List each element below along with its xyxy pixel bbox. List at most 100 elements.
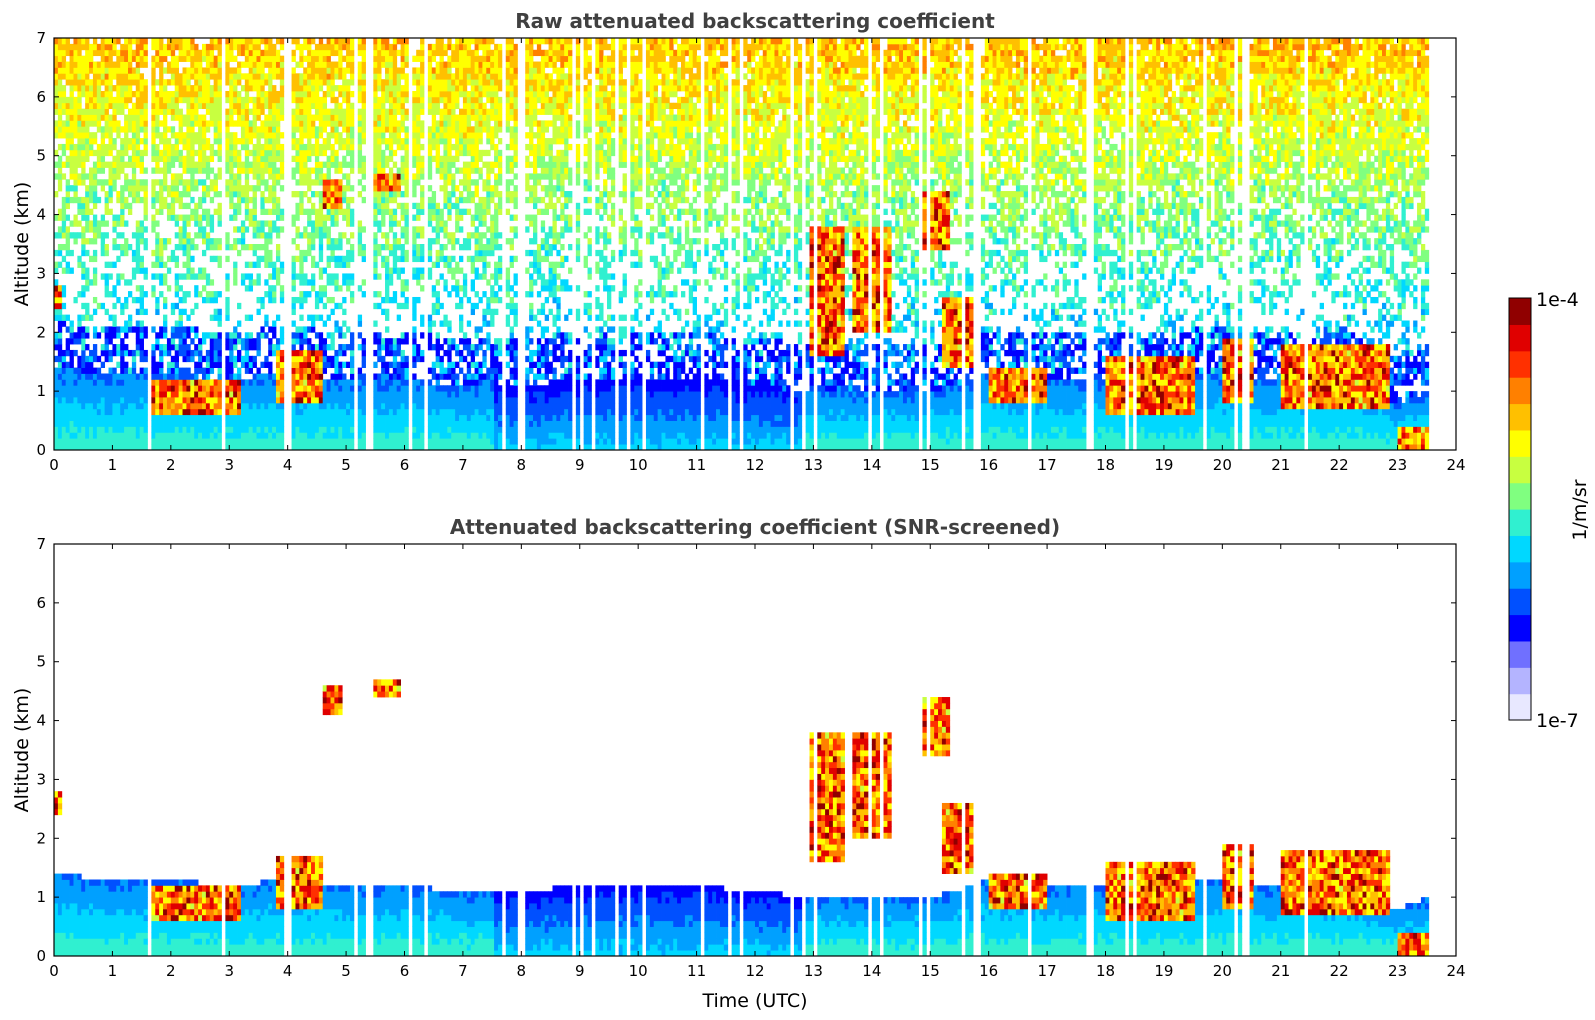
heatmap-cell xyxy=(127,444,133,450)
heatmap-cell xyxy=(194,179,199,186)
heatmap-cell xyxy=(381,132,386,139)
heatmap-cell xyxy=(307,132,312,139)
heatmap-cell xyxy=(396,414,401,421)
heatmap-cell xyxy=(392,161,398,168)
heatmap-cell xyxy=(143,332,148,339)
heatmap-cell xyxy=(61,108,67,115)
heatmap-cell xyxy=(439,67,444,74)
heatmap-cell xyxy=(268,79,273,86)
heatmap-cell xyxy=(322,149,328,157)
heatmap-cell xyxy=(131,132,137,139)
heatmap-cell xyxy=(85,373,90,380)
heatmap-cell xyxy=(295,214,300,221)
heatmap-cell xyxy=(314,314,320,321)
heatmap-cell xyxy=(334,138,339,145)
heatmap-cell xyxy=(229,244,234,251)
heatmap-cell xyxy=(272,326,277,333)
heatmap-cell xyxy=(159,102,164,110)
heatmap-cell xyxy=(139,326,144,333)
heatmap-cell xyxy=(139,444,144,450)
heatmap-cell xyxy=(295,373,300,380)
heatmap-cell xyxy=(307,238,312,245)
heatmap-cell xyxy=(334,355,339,363)
heatmap-cell xyxy=(303,332,308,339)
heatmap-cell xyxy=(186,55,191,62)
heatmap-cell xyxy=(388,226,394,233)
heatmap-cell xyxy=(268,361,273,368)
heatmap-cell xyxy=(322,96,328,104)
heatmap-cell xyxy=(334,414,339,421)
heatmap-cell xyxy=(225,273,230,280)
heatmap-cell xyxy=(65,196,70,204)
heatmap-cell xyxy=(268,55,273,62)
heatmap-cell xyxy=(330,391,335,398)
heatmap-cell xyxy=(377,438,382,445)
heatmap-cell xyxy=(209,338,215,345)
heatmap-cell xyxy=(120,43,125,51)
heatmap-cell xyxy=(209,143,215,151)
heatmap-cell xyxy=(455,291,460,298)
heatmap-cell xyxy=(260,408,265,416)
heatmap-cell xyxy=(194,73,199,80)
heatmap-cell xyxy=(108,143,113,151)
heatmap-cell xyxy=(112,426,117,433)
heatmap-cell xyxy=(190,391,195,398)
heatmap-cell xyxy=(392,426,398,433)
heatmap-cell xyxy=(69,143,74,151)
heatmap-cell xyxy=(112,185,117,192)
heatmap-cell xyxy=(416,397,421,404)
heatmap-cell xyxy=(225,138,230,145)
heatmap-cell xyxy=(170,373,176,380)
heatmap-cell xyxy=(388,96,394,104)
heatmap-cell xyxy=(412,344,417,351)
heatmap-cell xyxy=(139,426,144,433)
heatmap-cell xyxy=(279,132,285,139)
heatmap-cell xyxy=(217,73,222,80)
heatmap-cell xyxy=(342,38,347,45)
heatmap-cell xyxy=(447,408,452,416)
heatmap-cell xyxy=(100,167,106,174)
heatmap-cell xyxy=(229,361,234,368)
heatmap-cell xyxy=(400,355,405,363)
heatmap-cell xyxy=(268,61,273,68)
heatmap-cell xyxy=(291,296,296,304)
heatmap-cell xyxy=(334,49,339,57)
heatmap-cell xyxy=(318,391,324,398)
heatmap-cell xyxy=(100,397,106,404)
heatmap-cell xyxy=(201,85,207,92)
heatmap-cell xyxy=(81,85,86,92)
heatmap-cell xyxy=(100,67,106,74)
heatmap-cell xyxy=(205,155,211,162)
heatmap-cell xyxy=(100,214,106,221)
heatmap-cell xyxy=(131,108,137,115)
heatmap-cell xyxy=(65,373,70,380)
heatmap-cell xyxy=(416,126,421,133)
heatmap-cell xyxy=(420,314,425,321)
heatmap-cell xyxy=(198,349,203,357)
heatmap-cell xyxy=(451,414,456,421)
heatmap-cell xyxy=(443,402,448,410)
heatmap-cell xyxy=(451,161,456,168)
heatmap-cell xyxy=(361,126,366,133)
heatmap-cell xyxy=(451,285,456,292)
heatmap-cell xyxy=(135,143,141,151)
heatmap-cell xyxy=(186,185,191,192)
heatmap-cell xyxy=(318,361,324,368)
heatmap-cell xyxy=(404,73,409,80)
heatmap-cell xyxy=(443,261,448,268)
heatmap-cell xyxy=(198,79,203,86)
heatmap-cell xyxy=(303,379,308,386)
heatmap-cell xyxy=(314,302,320,310)
heatmap-cell xyxy=(182,79,187,86)
heatmap-cell xyxy=(244,391,250,398)
heatmap-cell xyxy=(213,349,218,357)
heatmap-cell xyxy=(131,73,137,80)
heatmap-cell xyxy=(279,326,285,333)
heatmap-cell xyxy=(190,267,195,274)
heatmap-cell xyxy=(299,302,304,310)
heatmap-cell xyxy=(190,49,195,57)
heatmap-cell xyxy=(314,49,320,57)
heatmap-cell xyxy=(54,249,59,257)
heatmap-cell xyxy=(381,296,386,304)
heatmap-cell xyxy=(326,85,331,92)
